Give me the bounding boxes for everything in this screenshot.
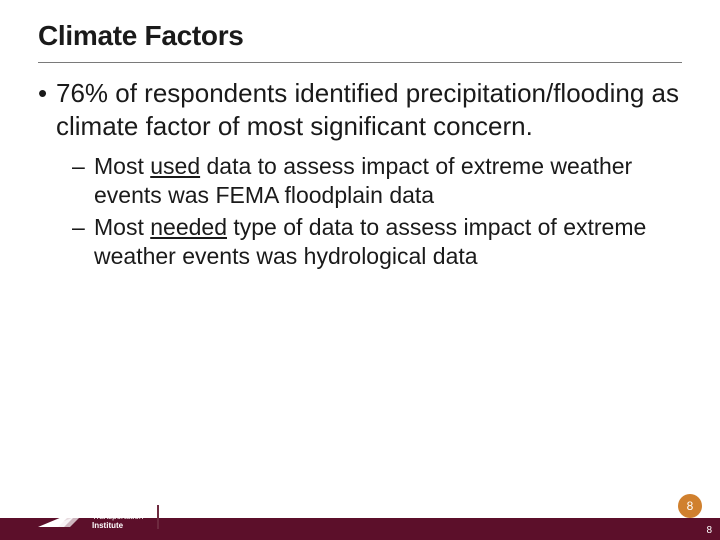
slide-title: Climate Factors [38, 20, 682, 52]
arrow-logo-icon [38, 507, 84, 527]
slide: Climate Factors • 76% of respondents ide… [0, 0, 720, 540]
sub-pre: Most [94, 214, 150, 240]
bullet-text: 76% of respondents identified precipitat… [56, 77, 682, 142]
sub-underline: used [150, 153, 200, 179]
sub-pre: Most [94, 153, 150, 179]
bullet-list: • 76% of respondents identified precipit… [38, 77, 682, 272]
footer-logo: Texas A&M Transportation Institute [38, 505, 159, 530]
sub-bullet-list: – Most used data to assess impact of ext… [38, 152, 682, 272]
bullet-level1: • 76% of respondents identified precipit… [38, 77, 682, 142]
bullet-dash: – [72, 213, 94, 242]
title-rule [38, 62, 682, 63]
sub-bullet-text: Most needed type of data to assess impac… [94, 213, 682, 272]
bullet-level2: – Most needed type of data to assess imp… [72, 213, 682, 272]
bullet-dot: • [38, 77, 56, 110]
logo-separator [157, 505, 159, 529]
sub-bullet-text: Most used data to assess impact of extre… [94, 152, 682, 211]
page-number: 8 [687, 499, 694, 513]
logo-line3: Institute [92, 522, 143, 530]
sub-underline: needed [150, 214, 227, 240]
logo-text: Texas A&M Transportation Institute [92, 505, 143, 530]
page-number-badge: 8 [678, 494, 702, 518]
bullet-dash: – [72, 152, 94, 181]
slide-footer: 8 8 Texas A&M Transportation Institute [0, 486, 720, 540]
page-number-inner: 8 [706, 525, 712, 536]
bullet-level2: – Most used data to assess impact of ext… [72, 152, 682, 211]
